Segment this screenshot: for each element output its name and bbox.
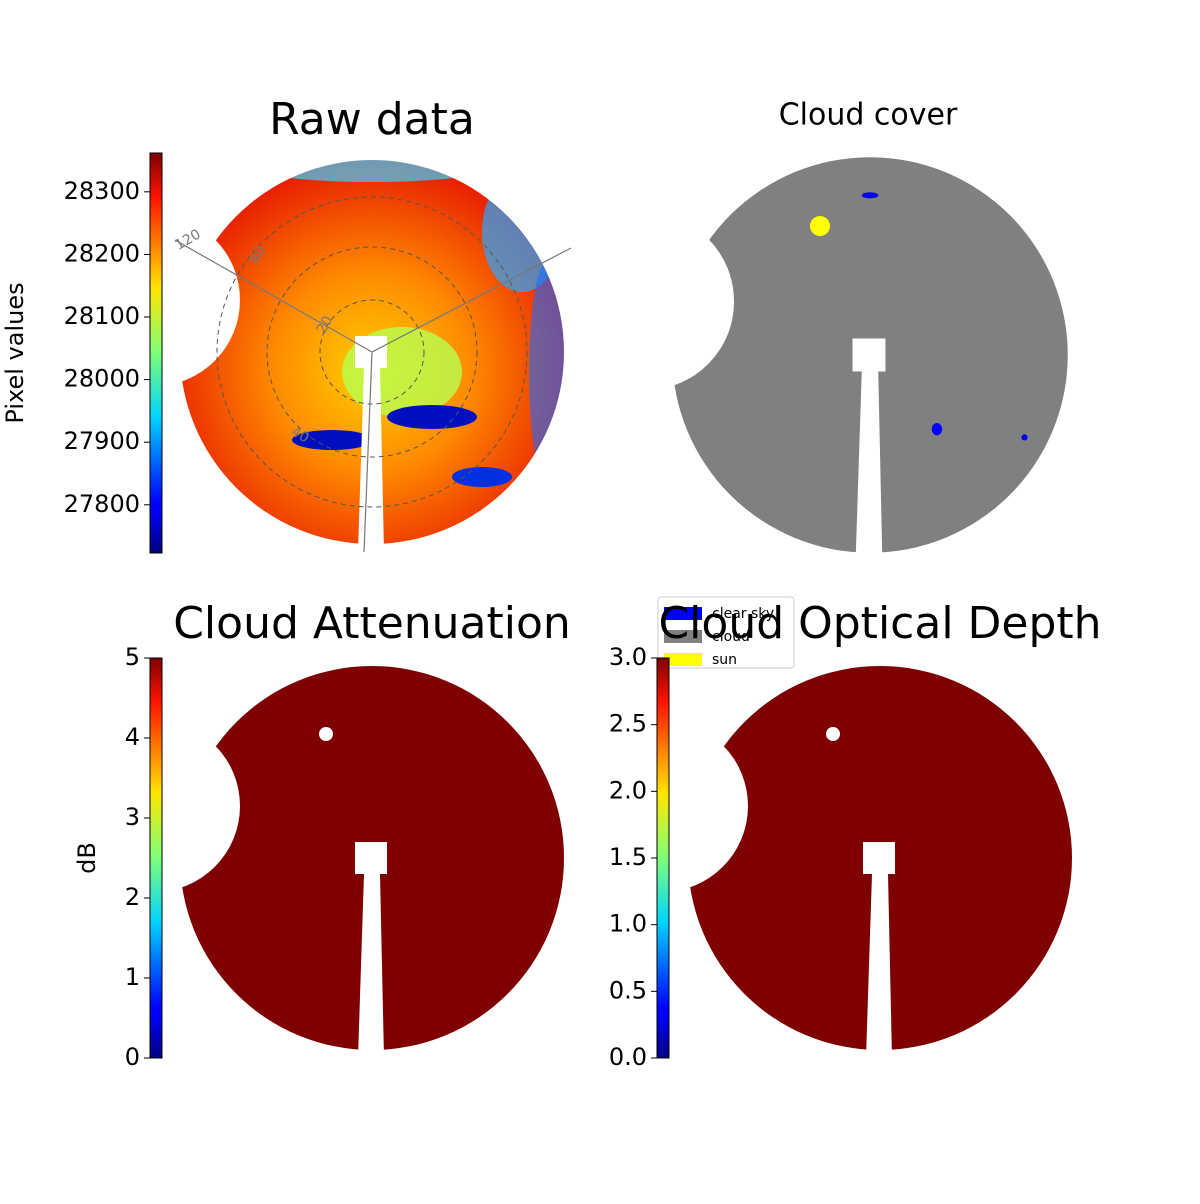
attenuation-image <box>172 658 572 1058</box>
colorbar <box>656 657 670 1059</box>
tick-label: 28300 <box>64 177 140 205</box>
tick-label: 27800 <box>64 490 140 518</box>
tick-label: 4 <box>125 723 140 751</box>
optical-depth-image <box>680 658 1080 1058</box>
tick-label: 28000 <box>64 365 140 393</box>
polar-label: 40 <box>288 424 311 447</box>
legend-swatch <box>664 653 702 666</box>
panel-title: Cloud Optical Depth <box>658 598 1101 649</box>
legend-label: sun <box>712 652 737 668</box>
tick-label: 3.0 <box>609 643 647 671</box>
panel-title: Cloud Attenuation <box>173 598 571 649</box>
tick-label: 1 <box>125 963 140 991</box>
y-axis-label: Pixel values <box>1 282 29 423</box>
polar-label: 80 <box>247 243 270 266</box>
tick-label: 2 <box>125 883 140 911</box>
tick-label: 28200 <box>64 239 140 267</box>
tick-label: 27900 <box>64 427 140 455</box>
raw-image <box>172 152 572 553</box>
tick-label: 28100 <box>64 302 140 330</box>
legend-label: cloud <box>712 629 750 645</box>
legend-label: clear sky <box>712 606 774 622</box>
tick-label: 5 <box>125 643 140 671</box>
tick-label: 2.5 <box>609 710 647 738</box>
legend-swatch <box>664 630 702 643</box>
colorbar <box>149 657 163 1059</box>
panel-title: Raw data <box>269 94 475 145</box>
tick-label: 0.0 <box>609 1043 647 1071</box>
tick-label: 3 <box>125 803 140 831</box>
tick-label: 1.0 <box>609 910 647 938</box>
tick-label: 0 <box>125 1043 140 1071</box>
colorbar <box>149 152 163 554</box>
legend-swatch <box>664 607 702 620</box>
y-axis-label: dB <box>73 842 101 874</box>
polar-label: 20 <box>314 313 337 336</box>
panel-title: Cloud cover <box>779 98 958 133</box>
cloud-cover-image <box>664 149 1076 561</box>
tick-label: 0.5 <box>609 976 647 1004</box>
tick-label: 2.0 <box>609 776 647 804</box>
tick-label: 1.5 <box>609 843 647 871</box>
